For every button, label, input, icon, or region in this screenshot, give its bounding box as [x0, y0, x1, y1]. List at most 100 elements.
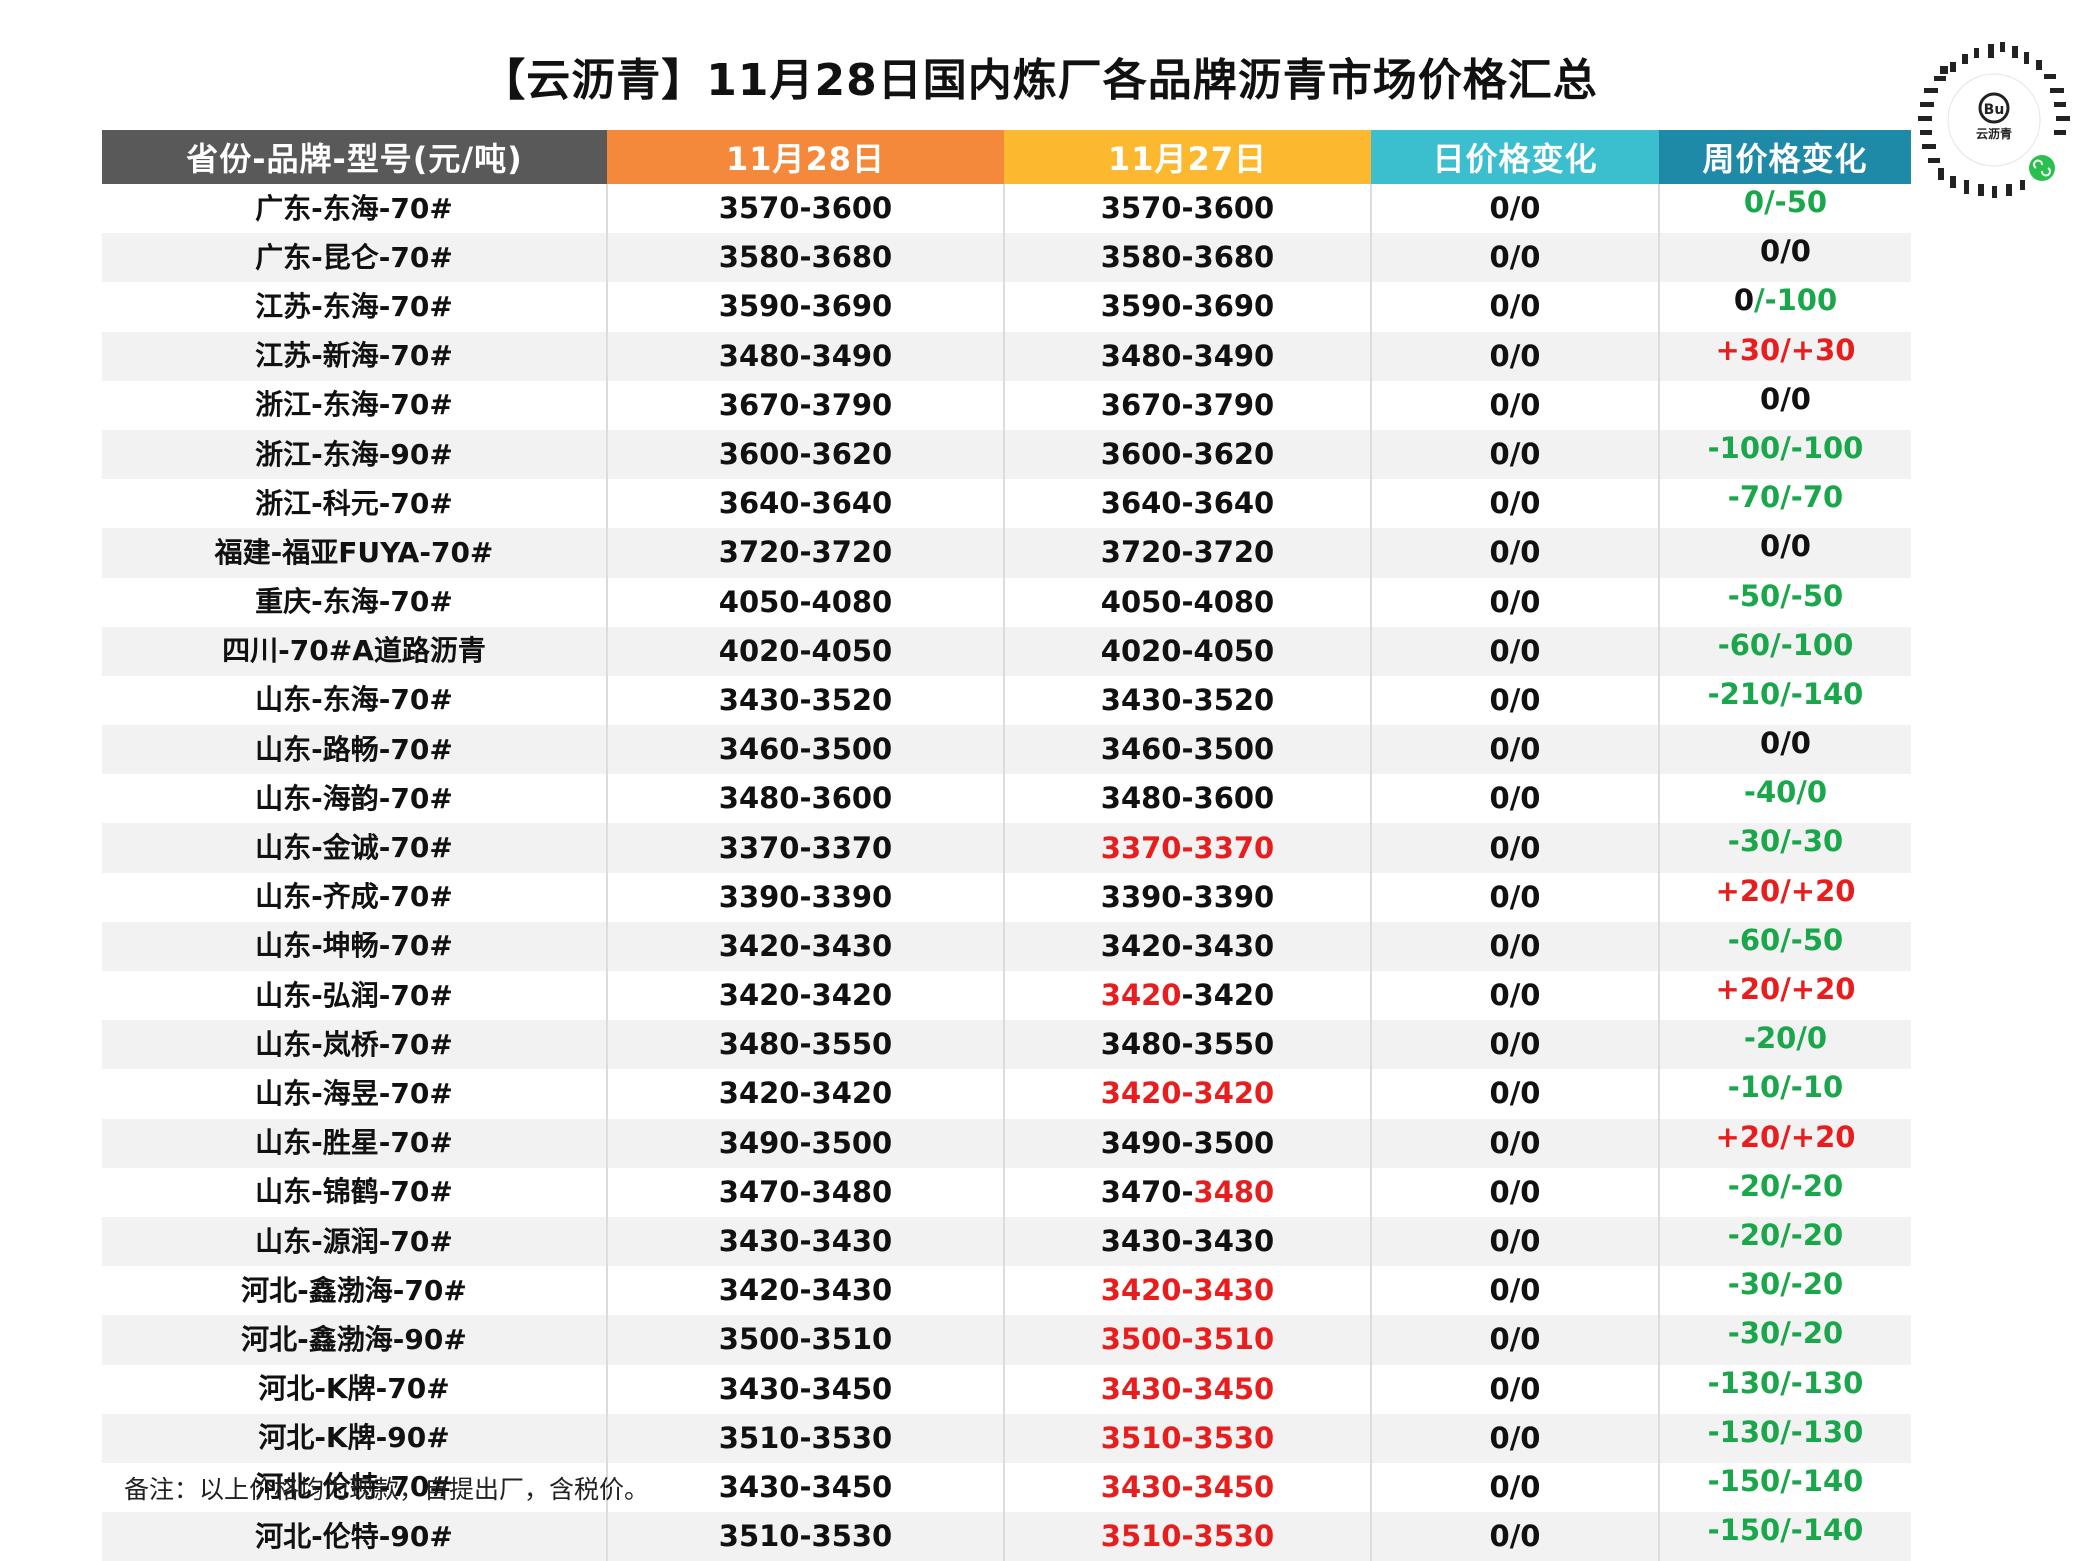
table-row: 河北-K牌-90# 3510-3530 3510-3530 0/0 -130/-130 — [102, 1413, 1911, 1463]
cell-brand: 山东-海韵-70# — [102, 774, 608, 824]
cell-price-27: 3430-3450 — [1004, 1364, 1372, 1414]
table-row: 江苏-东海-70# 3590-3690 3590-3690 0/0 0/-100 — [102, 282, 1911, 332]
cell-weekly-change: -130/-130 — [1659, 1413, 1911, 1463]
cell-brand: 江苏-东海-70# — [102, 282, 608, 332]
cell-price-28: 3460-3500 — [607, 725, 1005, 775]
cell-price-27: 3570-3600 — [1004, 184, 1372, 234]
cell-brand: 江苏-新海-70# — [102, 331, 608, 381]
cell-price-28: 3500-3510 — [607, 1315, 1005, 1365]
cell-daily-change: 0/0 — [1371, 1118, 1660, 1168]
value-segment: /-100 — [1754, 283, 1838, 318]
value-segment: 3480-3490 — [1100, 338, 1275, 373]
value-segment: -150/-140 — [1707, 1513, 1864, 1548]
cell-brand: 山东-海昱-70# — [102, 1069, 608, 1119]
header-brand: 省份-品牌-型号(元/吨) — [102, 130, 607, 184]
cell-weekly-change: -150/-140 — [1659, 1512, 1911, 1561]
cell-price-27: 3500-3510 — [1004, 1315, 1372, 1365]
cell-price-27: 3510-3530 — [1004, 1413, 1372, 1463]
table-row: 山东-岚桥-70# 3480-3550 3480-3550 0/0 -20/0 — [102, 1020, 1911, 1070]
value-segment: 3510-3530 — [1100, 1420, 1275, 1455]
value-segment: 3580-3680 — [1100, 240, 1275, 275]
cell-weekly-change: -20/0 — [1659, 1020, 1911, 1070]
cell-brand: 河北-伦特-90# — [102, 1512, 608, 1561]
cell-weekly-change: 0/-50 — [1659, 184, 1911, 234]
value-segment: -50/-50 — [1727, 578, 1844, 613]
cell-price-27: 3430-3430 — [1004, 1216, 1372, 1267]
cell-price-28: 3480-3550 — [607, 1020, 1005, 1070]
value-segment: +20/+20 — [1715, 1119, 1856, 1154]
header-date-28: 11月28日 — [607, 130, 1004, 184]
value-segment: 0/0 — [1760, 726, 1811, 761]
cell-brand: 河北-鑫渤海-70# — [102, 1266, 608, 1316]
value-segment: -30/-30 — [1727, 824, 1844, 859]
cell-daily-change: 0/0 — [1371, 1216, 1660, 1267]
cell-weekly-change: 0/0 — [1659, 233, 1911, 283]
value-segment: 0/0 — [1760, 529, 1811, 564]
value-segment: 3420-3420 — [1100, 1076, 1275, 1111]
cell-price-27: 3720-3720 — [1004, 528, 1372, 578]
cell-weekly-change: 0/0 — [1659, 725, 1911, 775]
value-segment: -210/-140 — [1707, 676, 1864, 711]
value-segment: +20/+20 — [1715, 873, 1856, 908]
cell-price-28: 3430-3450 — [607, 1462, 1005, 1513]
cell-weekly-change: +20/+20 — [1659, 872, 1911, 922]
cell-weekly-change: -210/-140 — [1659, 675, 1911, 726]
cell-weekly-change: +20/+20 — [1659, 1118, 1911, 1168]
cell-daily-change: 0/0 — [1371, 1069, 1660, 1119]
cell-daily-change: 0/0 — [1371, 1020, 1660, 1070]
table-row: 山东-海韵-70# 3480-3600 3480-3600 0/0 -40/0 — [102, 774, 1911, 824]
cell-weekly-change: -100/-100 — [1659, 429, 1911, 480]
cell-price-27: 3420-3430 — [1004, 921, 1372, 971]
value-segment: 3460-3500 — [1100, 732, 1275, 767]
cell-weekly-change: +20/+20 — [1659, 971, 1911, 1021]
value-segment: -60/-100 — [1717, 627, 1854, 662]
cell-price-27: 3460-3500 — [1004, 725, 1372, 775]
cell-price-28: 4020-4050 — [607, 626, 1005, 676]
price-table-container: 省份-品牌-型号(元/吨) 11月28日 11月27日 日价格变化 周价格变化 … — [102, 130, 1911, 1561]
cell-daily-change: 0/0 — [1371, 1462, 1660, 1513]
table-row: 山东-坤畅-70# 3420-3430 3420-3430 0/0 -60/-50 — [102, 921, 1911, 971]
cell-daily-change: 0/0 — [1371, 1167, 1660, 1217]
cell-daily-change: 0/0 — [1371, 1315, 1660, 1365]
table-row: 江苏-新海-70# 3480-3490 3480-3490 0/0 +30/+30 — [102, 331, 1911, 381]
cell-price-28: 3420-3420 — [607, 971, 1005, 1021]
cell-price-27: 3640-3640 — [1004, 479, 1372, 529]
cell-price-28: 3420-3430 — [607, 921, 1005, 971]
cell-brand: 重庆-东海-70# — [102, 577, 608, 627]
table-row: 河北-鑫渤海-70# 3420-3430 3420-3430 0/0 -30/-20 — [102, 1266, 1911, 1316]
cell-daily-change: 0/0 — [1371, 1364, 1660, 1414]
cell-brand: 广东-昆仑-70# — [102, 233, 608, 283]
value-segment: 3420 — [1100, 978, 1182, 1013]
cell-price-27: 3480-3490 — [1004, 331, 1372, 381]
cell-brand: 山东-齐成-70# — [102, 872, 608, 922]
cell-price-27: 3470-3480 — [1004, 1167, 1372, 1217]
cell-weekly-change: -50/-50 — [1659, 577, 1911, 627]
cell-brand: 山东-坤畅-70# — [102, 921, 608, 971]
value-segment: +20/+20 — [1715, 972, 1856, 1006]
value-segment: 3670-3790 — [1100, 387, 1275, 422]
value-segment: 3430-3430 — [1100, 1224, 1275, 1259]
cell-price-28: 3570-3600 — [607, 184, 1005, 234]
value-segment: -30/-20 — [1727, 1316, 1844, 1351]
cell-daily-change: 0/0 — [1371, 380, 1660, 430]
cell-weekly-change: -10/-10 — [1659, 1069, 1911, 1119]
cell-price-28: 3590-3690 — [607, 282, 1005, 332]
table-row: 河北-K牌-70# 3430-3450 3430-3450 0/0 -130/-130 — [102, 1364, 1911, 1414]
table-row: 山东-东海-70# 3430-3520 3430-3520 0/0 -210/-140 — [102, 675, 1911, 726]
cell-weekly-change: 0/-100 — [1659, 282, 1911, 332]
cell-daily-change: 0/0 — [1371, 1512, 1660, 1561]
cell-price-28: 3420-3420 — [607, 1069, 1005, 1119]
table-row: 山东-金诚-70# 3370-3370 3370-3370 0/0 -30/-30 — [102, 823, 1911, 873]
cell-brand: 山东-路畅-70# — [102, 725, 608, 775]
table-row: 山东-海昱-70# 3420-3420 3420-3420 0/0 -10/-10 — [102, 1069, 1911, 1119]
cell-price-27: 3430-3450 — [1004, 1462, 1372, 1513]
table-row: 河北-伦特-70# 3430-3450 3430-3450 0/0 -150/-140 — [102, 1462, 1911, 1513]
table-body: 广东-东海-70# 3570-3600 3570-3600 0/0 0/-50 广东-昆仑… — [102, 184, 1911, 1561]
cell-brand: 山东-胜星-70# — [102, 1118, 608, 1168]
cell-weekly-change: -60/-100 — [1659, 626, 1911, 676]
value-segment: -10/-10 — [1727, 1070, 1844, 1105]
value-segment: -30/-20 — [1727, 1267, 1844, 1302]
table-row: 山东-路畅-70# 3460-3500 3460-3500 0/0 0/0 — [102, 725, 1911, 775]
cell-daily-change: 0/0 — [1371, 282, 1660, 332]
cell-price-27: 3600-3620 — [1004, 429, 1372, 480]
